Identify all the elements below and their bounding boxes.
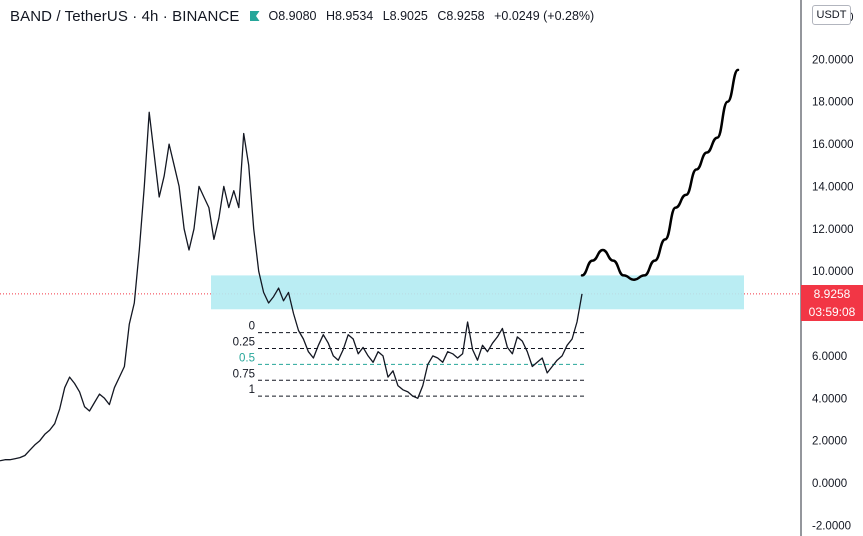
bar-countdown-label: 03:59:08 [801,302,863,321]
close-value: 8.9258 [446,9,485,23]
chart-legend: BAND / TetherUS · 4h · BINANCE O8.9080 H… [10,6,600,26]
price-series-line [0,111,583,462]
fib-level-label: 0.25 [233,337,255,349]
fib-level-label: 0.75 [233,368,255,380]
currency-button[interactable]: USDT [812,5,851,25]
price-axis-tick: -2.0000 [812,520,851,532]
interval-label: 4h [141,7,159,25]
price-axis: 22.000020.000018.000016.000014.000012.00… [812,12,854,532]
low-value: 8.9025 [389,9,428,23]
price-axis-tick: 14.0000 [812,181,854,193]
ohlc-values: O8.9080 H8.9534 L8.9025 C8.9258 +0.0249 … [269,9,601,23]
projection-curve[interactable] [580,68,740,281]
fib-level-label: 0 [249,321,255,333]
symbol-name: BAND / TetherUS [10,7,128,25]
price-axis-tick: 18.0000 [812,97,854,109]
open-value: 8.9080 [278,9,317,23]
high-value: 8.9534 [334,9,374,23]
price-axis-tick: 6.0000 [812,351,847,363]
last-price-label: 8.9258 [801,284,863,303]
price-axis-tick: 10.0000 [812,266,854,278]
low-label: L [382,9,390,23]
price-axis-tick: 0.0000 [812,478,847,490]
support-resistance-zone[interactable] [211,275,744,310]
high-label: H [325,9,335,23]
open-label: O [268,9,279,23]
close-label: C [437,9,447,23]
change-value: +0.0249 (+0.28%) [494,9,595,23]
fib-level-label: 1 [249,384,255,396]
symbol-title[interactable]: BAND / TetherUS · 4h · BINANCE [10,7,240,25]
price-axis-tick: 2.0000 [812,436,847,448]
fibonacci-retracement[interactable]: 0 0.25 0.5 0.75 1 [233,321,584,397]
price-axis-tick: 20.0000 [812,54,854,66]
price-axis-tick: 4.0000 [812,393,847,405]
fib-level-label: 0.5 [239,352,255,364]
price-axis-tick: 12.0000 [812,224,854,236]
market-flag-icon[interactable] [249,11,260,21]
price-axis-tick: 16.0000 [812,139,854,151]
exchange-label: BINANCE [172,7,240,25]
